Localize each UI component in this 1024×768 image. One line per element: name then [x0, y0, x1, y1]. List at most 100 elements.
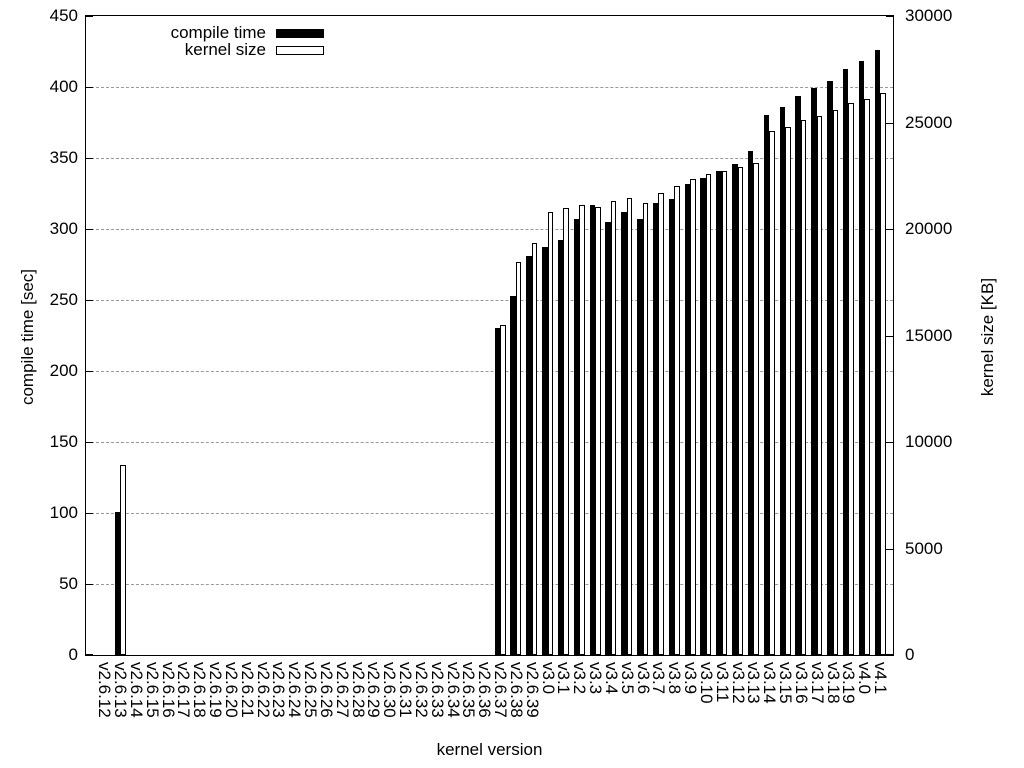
bar-compile-time — [795, 95, 801, 655]
bar-kernel-size — [753, 162, 759, 655]
x-tick-label: v2.6.30 — [380, 662, 400, 718]
y-tick-label-left: 150 — [49, 432, 78, 451]
bar-compile-time — [557, 240, 564, 655]
gridline — [86, 584, 893, 585]
bar-compile-time — [637, 219, 643, 655]
bar-kernel-size — [595, 206, 601, 655]
x-tick-label: v2.6.23 — [269, 662, 289, 718]
y-tick-label-left: 0 — [68, 645, 78, 664]
y-tick-mark-left — [86, 584, 93, 585]
y-tick-label-left: 250 — [49, 290, 78, 309]
bar-compile-time — [652, 203, 659, 655]
bar-compile-time — [589, 204, 596, 655]
x-tick-label: v3.16 — [791, 662, 811, 704]
x-tick-label: v2.6.15 — [142, 662, 162, 718]
bar-kernel-size — [864, 99, 870, 655]
bar-kernel-size — [500, 324, 506, 655]
bar-compile-time — [732, 163, 738, 655]
y-tick-mark-right — [886, 548, 893, 550]
bar-kernel-size — [531, 242, 538, 655]
bar-kernel-size — [642, 203, 649, 655]
x-tick-label: v3.19 — [839, 662, 859, 704]
bar-kernel-size — [547, 211, 554, 655]
y-tick-mark-right — [886, 229, 893, 230]
y-tick-mark-right — [886, 122, 893, 124]
bar-compile-time — [542, 247, 548, 655]
x-tick-label: v2.6.29 — [364, 662, 384, 718]
gridline — [86, 300, 893, 301]
y-tick-mark-right — [886, 442, 893, 443]
bar-kernel-size — [800, 120, 807, 655]
x-tick-label: v2.6.25 — [301, 662, 321, 718]
x-tick-label: v2.6.17 — [174, 662, 194, 718]
bar-compile-time — [573, 219, 580, 655]
x-tick-label: v4.1 — [871, 662, 891, 695]
bar-kernel-size — [705, 173, 712, 655]
bar-compile-time — [114, 511, 121, 655]
x-tick-label: v2.6.21 — [237, 662, 257, 718]
y-tick-mark-left — [86, 513, 93, 514]
bar-kernel-size — [626, 198, 633, 655]
bar-kernel-size — [563, 207, 569, 655]
bar-kernel-size — [816, 116, 823, 655]
x-tick-label: v3.11 — [712, 662, 732, 703]
x-tick-label: v3.1 — [554, 662, 574, 695]
y-tick-label-right: 20000 — [905, 219, 953, 238]
legend: compile time kernel size — [114, 24, 324, 59]
y-tick-label-left: 50 — [59, 574, 78, 593]
bar-kernel-size — [690, 178, 696, 655]
bar-kernel-size — [880, 92, 886, 655]
x-tick-label: v3.3 — [586, 662, 606, 695]
y-tick-mark-left — [86, 442, 93, 443]
bar-kernel-size — [832, 109, 839, 655]
y-tick-label-right: 0 — [905, 645, 915, 664]
plot-area: compile time kernel size — [85, 15, 894, 656]
x-tick-label: v3.14 — [760, 662, 780, 704]
x-tick-label: v2.6.38 — [506, 662, 526, 718]
bar-compile-time — [842, 68, 849, 655]
y-axis-title-left: compile time [sec] — [18, 268, 37, 406]
x-tick-label: v2.6.14 — [126, 662, 146, 718]
gridline — [86, 158, 893, 159]
x-tick-label: v2.6.35 — [459, 662, 479, 718]
y-tick-label-right: 30000 — [905, 6, 953, 25]
y-tick-label-right: 5000 — [905, 538, 943, 558]
x-tick-label: v3.2 — [570, 662, 590, 695]
x-tick-label: v2.6.36 — [475, 662, 495, 718]
bar-compile-time — [526, 255, 532, 655]
bar-compile-time — [510, 295, 516, 655]
bar-compile-time — [684, 183, 691, 655]
x-tick-label: v3.4 — [601, 662, 621, 695]
x-tick-label: v3.5 — [617, 662, 637, 695]
bar-compile-time — [494, 328, 501, 655]
y-axis-title-right: kernel size [KB] — [978, 277, 997, 397]
y-tick-mark-right — [886, 335, 893, 337]
y-tick-mark-left — [86, 87, 93, 88]
bar-compile-time — [700, 177, 706, 655]
y-tick-mark-left — [86, 300, 93, 301]
y-tick-mark-right — [886, 16, 893, 17]
y-tick-mark-left — [86, 229, 93, 230]
legend-item-kernel-size: kernel size — [114, 40, 324, 59]
y-tick-mark-left — [86, 371, 93, 372]
legend-swatch-compile-time-icon — [276, 28, 324, 38]
x-tick-label: v2.6.13 — [111, 662, 131, 718]
bar-kernel-size — [658, 192, 664, 655]
x-tick-label: v2.6.31 — [396, 662, 416, 718]
bar-kernel-size — [737, 167, 744, 655]
x-tick-label: v2.6.27 — [332, 662, 352, 718]
bar-kernel-size — [610, 201, 617, 655]
bar-compile-time — [874, 50, 881, 655]
y-tick-label-left: 350 — [49, 148, 78, 167]
x-tick-label: v4.0 — [855, 662, 875, 695]
legend-label-kernel-size: kernel size — [184, 40, 266, 59]
bar-kernel-size — [674, 186, 680, 655]
y-tick-label-left: 450 — [49, 6, 78, 25]
x-tick-label: v2.6.24 — [285, 662, 305, 718]
x-tick-label: v3.9 — [681, 662, 701, 695]
bar-compile-time — [716, 170, 722, 655]
bar-kernel-size — [721, 171, 728, 655]
legend-swatch-kernel-size-icon — [276, 45, 324, 55]
bar-compile-time — [605, 221, 611, 655]
